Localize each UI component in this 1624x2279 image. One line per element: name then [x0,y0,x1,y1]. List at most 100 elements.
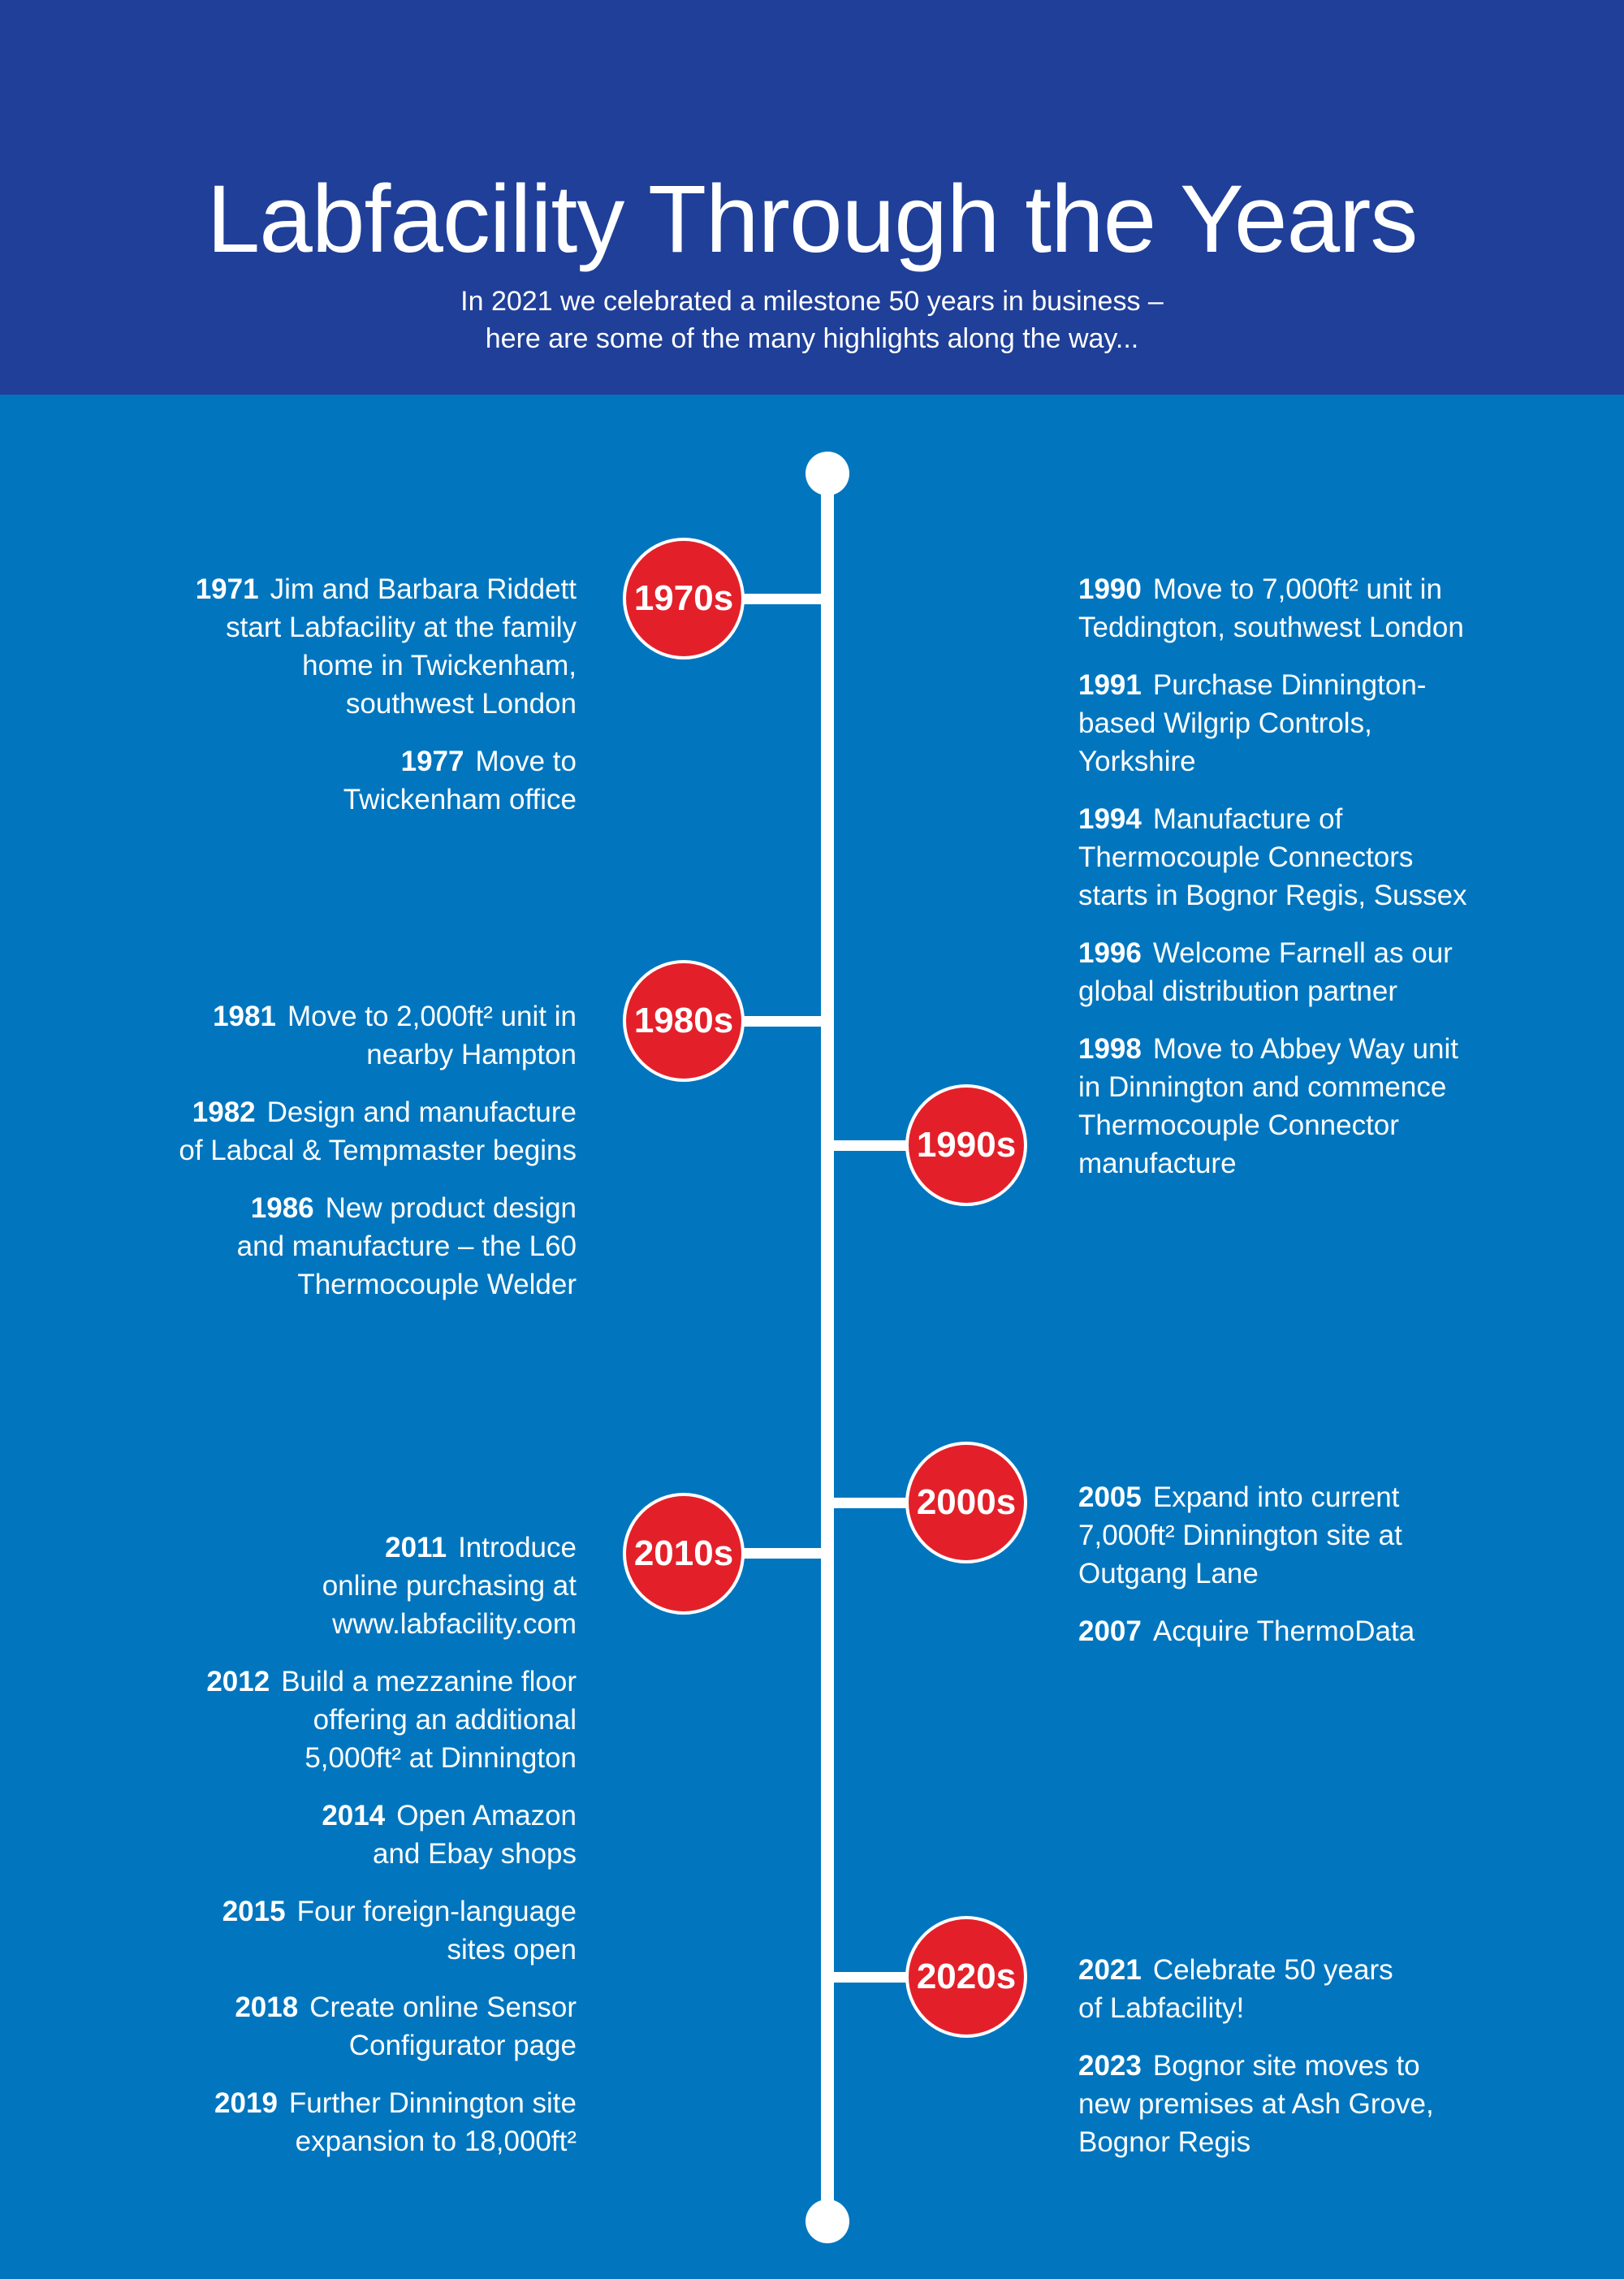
milestone-text: starts in Bognor Regis, Sussex [1078,880,1467,911]
milestone-year: 2023 [1078,2050,1142,2082]
milestone-text: Thermocouple Connector [1078,1109,1399,1141]
milestone-text: Teddington, southwest London [1078,612,1464,643]
milestone-year: 2019 [214,2087,278,2119]
decade-badge-1990s: 1990s [905,1084,1027,1206]
milestone-text: nearby Hampton [366,1039,577,1070]
connector-2010s [743,1548,828,1559]
milestone-text: home in Twickenham, [302,650,577,681]
milestone-text: 5,000ft² at Dinnington [304,1742,577,1774]
milestone-text: Open Amazon [396,1800,577,1831]
milestone-entry: 1990 Move to 7,000ft² unit in Teddington,… [1078,570,1501,647]
milestone-text: Move to [475,746,577,777]
milestone-year: 2018 [235,1991,299,2023]
milestones-1980s: 1981 Move to 2,000ft² unit in nearby Hamp… [146,997,577,1323]
milestone-text: global distribution partner [1078,975,1398,1007]
page-title: Labfacility Through the Years [206,166,1419,273]
milestone-entry: 2011 Introduce online purchasing at www.l… [146,1529,577,1643]
milestone-entry: 1986 New product design and manufacture –… [146,1189,577,1304]
milestone-entry: 2014 Open Amazon and Ebay shops [146,1797,577,1873]
milestone-text: new premises at Ash Grove, [1078,2088,1434,2120]
timeline-end-dot [806,2199,849,2243]
milestone-text: southwest London [345,688,577,720]
milestone-year: 1996 [1078,937,1142,969]
milestone-text: Expand into current [1152,1481,1400,1513]
milestone-text: Celebrate 50 years [1152,1954,1393,1986]
subtitle-line: here are some of the many highlights alo… [485,323,1139,354]
milestone-year: 2007 [1078,1615,1142,1647]
milestone-year: 2011 [385,1532,447,1563]
milestone-entry: 1998 Move to Abbey Way unit in Dinnington… [1078,1030,1501,1183]
milestone-text: Acquire ThermoData [1152,1615,1415,1647]
milestone-text: Outgang Lane [1078,1558,1259,1589]
milestone-entry: 2015 Four foreign-language sites open [146,1892,577,1969]
milestones-2020s: 2021 Celebrate 50 years of Labfacility! 2… [1078,1951,1501,2181]
milestone-year: 1994 [1078,803,1142,835]
milestone-text: in Dinnington and commence [1078,1071,1447,1103]
milestones-1970s: 1971 Jim and Barbara Riddett start Labfac… [146,570,577,838]
milestone-entry: 2005 Expand into current 7,000ft² Dinning… [1078,1478,1501,1593]
milestone-entry: 1996 Welcome Farnell as our global distri… [1078,934,1501,1010]
decade-badge-1970s: 1970s [623,538,745,659]
milestone-text: expansion to 18,000ft² [295,2125,577,2157]
milestone-text: and manufacture – the L60 [236,1230,577,1262]
milestone-text: Move to 2,000ft² unit in [287,1001,577,1032]
milestone-year: 1990 [1078,573,1142,605]
milestones-2010s: 2011 Introduce online purchasing at www.l… [146,1529,577,2180]
milestone-entry: 1971 Jim and Barbara Riddett start Labfac… [146,570,577,723]
connector-1990s [828,1140,922,1151]
milestone-entry: 2012 Build a mezzanine floor offering an … [146,1663,577,1777]
milestone-text: Bognor Regis [1078,2126,1251,2158]
milestone-entry: 1982 Design and manufacture of Labcal & T… [146,1093,577,1170]
milestone-text: of Labfacility! [1078,1992,1245,2024]
milestone-text: Thermocouple Connectors [1078,841,1414,873]
milestone-text: Further Dinnington site [288,2087,577,2119]
milestone-year: 1991 [1078,669,1142,701]
milestone-entry: 2019 Further Dinnington site expansion to… [146,2084,577,2160]
milestone-year: 1982 [192,1096,256,1128]
milestone-text: Configurator page [348,2030,577,2061]
milestone-text: online purchasing at [322,1570,577,1602]
milestones-1990s: 1990 Move to 7,000ft² unit in Teddington,… [1078,570,1501,1202]
milestone-year: 2014 [322,1800,386,1831]
connector-2020s [828,1972,922,1983]
milestone-text: start Labfacility at the family [226,612,577,643]
header-banner: Labfacility Through the Years In 2021 we… [0,0,1624,395]
milestone-text: Thermocouple Welder [297,1269,577,1300]
milestone-text: manufacture [1078,1148,1237,1179]
milestone-year: 1998 [1078,1033,1142,1065]
milestone-entry: 2021 Celebrate 50 years of Labfacility! [1078,1951,1501,2027]
milestone-entry: 2018 Create online Sensor Configurator pa… [146,1988,577,2065]
milestone-entry: 2007 Acquire ThermoData [1078,1612,1501,1650]
milestone-text: Move to 7,000ft² unit in [1152,573,1442,605]
milestone-text: sites open [447,1934,577,1965]
connector-1980s [743,1016,828,1027]
milestone-text: Design and manufacture [266,1096,577,1128]
milestone-year: 2012 [206,1666,270,1697]
milestone-year: 2015 [222,1896,286,1927]
milestone-text: Purchase Dinnington- [1152,669,1427,701]
milestone-text: offering an additional [313,1704,577,1736]
milestone-text: Welcome Farnell as our [1152,937,1453,969]
milestone-entry: 1977 Move to Twickenham office [146,742,577,819]
milestone-text: New product design [325,1192,577,1224]
milestone-year: 2005 [1078,1481,1142,1513]
milestone-year: 1986 [250,1192,314,1224]
milestone-entry: 1991 Purchase Dinnington- based Wilgrip C… [1078,666,1501,781]
timeline-line [821,474,834,2221]
decade-badge-2010s: 2010s [623,1493,745,1615]
decade-badge-2020s: 2020s [905,1916,1027,2038]
milestone-year: 2021 [1078,1954,1142,1986]
milestone-text: Yorkshire [1078,746,1196,777]
connector-1970s [743,594,828,604]
milestone-entry: 1981 Move to 2,000ft² unit in nearby Hamp… [146,997,577,1074]
milestone-year: 1977 [400,746,464,777]
milestone-text: Bognor site moves to [1152,2050,1420,2082]
milestone-text: of Labcal & Tempmaster begins [179,1135,577,1166]
milestone-text: based Wilgrip Controls, [1078,707,1372,739]
milestone-text: Four foreign-language [296,1896,577,1927]
subtitle-line: In 2021 we celebrated a milestone 50 yea… [460,286,1164,317]
decade-badge-1980s: 1980s [623,960,745,1082]
milestone-text: and Ebay shops [372,1838,577,1870]
milestone-text: Jim and Barbara Riddett [270,573,577,605]
milestone-text: Manufacture of [1152,803,1343,835]
